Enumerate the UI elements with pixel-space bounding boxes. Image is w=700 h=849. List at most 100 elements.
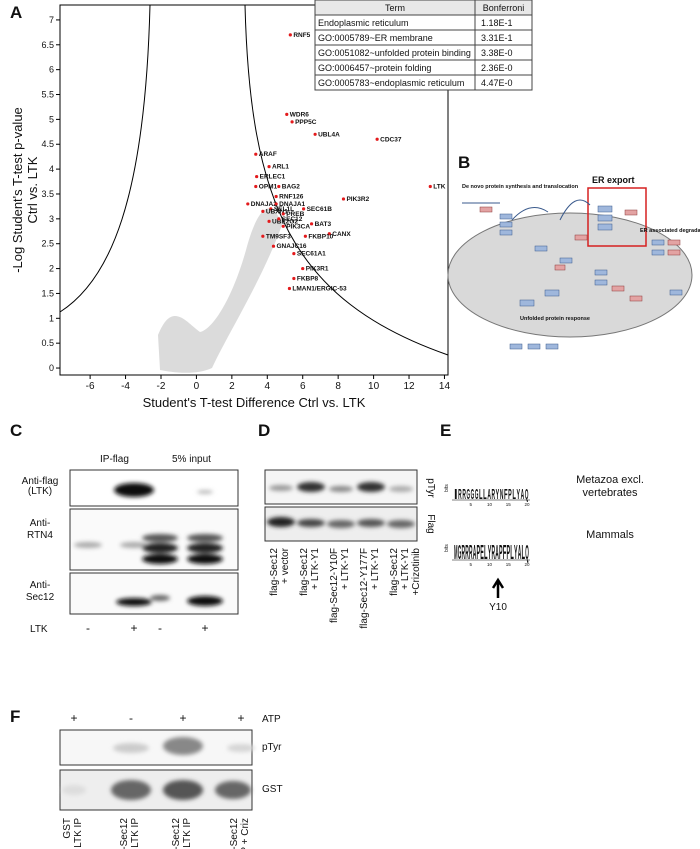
point xyxy=(274,202,278,206)
panel-letter: B xyxy=(458,153,470,172)
lane-label: +Crizotinib xyxy=(411,548,422,596)
point-label: OPM1 xyxy=(259,184,278,191)
arrows xyxy=(462,199,591,221)
y-tick-label: 2.5 xyxy=(41,239,54,249)
bands xyxy=(74,483,223,606)
logo-letter: A xyxy=(473,542,477,564)
point-label: PPP5C xyxy=(295,119,317,126)
y-tick-label: 4 xyxy=(49,164,54,174)
point-label: BAT3 xyxy=(315,221,332,228)
point-label: TM9SF3 xyxy=(266,233,291,240)
logo-letter: Y xyxy=(514,542,518,564)
row-label: pTyr xyxy=(425,478,436,498)
y-tick-label: 6 xyxy=(49,65,54,75)
lane-label: + LTK IP xyxy=(73,818,84,849)
logo-tick: 10 xyxy=(487,502,493,507)
lane-label: + LTK-Y1 xyxy=(310,548,321,590)
point-label: SEC61A1 xyxy=(297,251,326,258)
point xyxy=(313,132,317,136)
point xyxy=(327,232,331,236)
x-tick-label: -4 xyxy=(121,381,130,392)
threshold-curve xyxy=(244,4,449,356)
point-label: SEC61B xyxy=(307,206,333,213)
protein-boxes-red xyxy=(479,206,681,302)
point-label: CANX xyxy=(332,231,351,238)
point xyxy=(261,234,265,238)
logo-letter: E xyxy=(480,542,484,564)
logo-letter: F xyxy=(503,542,507,564)
threshold-curve xyxy=(59,4,151,313)
x-tick-label: -6 xyxy=(86,381,95,392)
logo-letter: Y xyxy=(488,542,492,564)
point-label: ARAF xyxy=(259,151,277,158)
arrow xyxy=(491,577,505,598)
sign: + xyxy=(179,711,186,725)
blot-f-labels: ATP+GST + LTK IP-GST-Sec12 + LTK IP+GST-Se… xyxy=(62,711,283,849)
marker-label: Y10 xyxy=(489,602,507,613)
table-cell: 2.36E-0 xyxy=(481,63,513,73)
x-tick-label: 2 xyxy=(229,381,235,392)
lane-label: + LTK-Y1 xyxy=(370,548,381,590)
lane-label: + LTK-Y1 xyxy=(400,548,411,590)
column-header: 5% input xyxy=(172,454,211,465)
row-label: GST xyxy=(262,784,283,795)
point-label: FKBP8 xyxy=(297,276,319,283)
logo-letter: Q xyxy=(525,542,529,564)
logo-letter: Y xyxy=(496,486,500,503)
logo-letter: L xyxy=(479,486,483,503)
logo-letter: R xyxy=(458,486,462,503)
point-label: PIK3R1 xyxy=(306,266,329,273)
logo-letter: L xyxy=(510,542,514,564)
logo-letter: P xyxy=(477,542,481,564)
point-label: WDR6 xyxy=(290,111,310,118)
point-label: UBXN1 xyxy=(266,208,288,215)
point xyxy=(290,120,294,124)
lane-label: + LTK-Y1 xyxy=(340,548,351,590)
point xyxy=(254,184,258,189)
logo-letter: G xyxy=(458,542,462,564)
lane-label: + LTK IP xyxy=(182,818,193,849)
point-label: GNAJC16 xyxy=(276,243,306,250)
sign: - xyxy=(158,621,162,635)
sign: - xyxy=(86,621,90,635)
x-tick-label: 12 xyxy=(403,381,415,392)
point xyxy=(269,207,273,211)
point xyxy=(281,224,285,228)
point-label: FKBP10 xyxy=(308,233,333,240)
point-label: ARL1 xyxy=(272,164,289,171)
blot-c-labels: IP-flag 5% inputAnti-flag(LTK)Anti-RTN4An… xyxy=(22,454,211,635)
blot-d xyxy=(264,469,418,542)
x-tick-label: 4 xyxy=(265,381,271,392)
er-shape xyxy=(447,212,693,338)
lane-label: GST-Sec12 xyxy=(229,818,240,849)
logo-tick: 5 xyxy=(469,502,472,507)
table-header: Bonferroni xyxy=(483,3,525,13)
logo-letter: R xyxy=(492,486,496,503)
logo-tick: 15 xyxy=(506,562,512,567)
background-cloud xyxy=(158,208,282,373)
logo-name: vertebrates xyxy=(582,487,638,499)
logo-letter: F xyxy=(504,486,508,503)
point-label: PIK3R2 xyxy=(346,196,369,203)
panel-letter: F xyxy=(10,707,20,726)
er-export-box xyxy=(587,187,647,247)
point xyxy=(428,184,432,189)
logo-tick: 15 xyxy=(506,502,512,507)
logo-letter: A xyxy=(521,486,525,503)
logo-letter: R xyxy=(469,542,473,564)
pathway-label: ER associated degradation (ERAD) xyxy=(640,228,700,234)
logo-letter: L xyxy=(484,542,488,564)
sign: + xyxy=(70,711,77,725)
pathway-label: ER export xyxy=(592,175,635,185)
logo-letter: I xyxy=(454,486,458,503)
x-axis-label: Student's T-test Difference Ctrl vs. LTK xyxy=(143,395,366,410)
row-label: Flag xyxy=(425,514,436,533)
bands xyxy=(267,482,415,528)
logo-letter: R xyxy=(465,542,469,564)
blot-strip xyxy=(69,572,239,615)
lane-label: + LTK IP xyxy=(130,818,141,849)
logo-letter: A xyxy=(487,486,491,503)
x-tick-label: 14 xyxy=(439,381,451,392)
point xyxy=(285,112,289,117)
